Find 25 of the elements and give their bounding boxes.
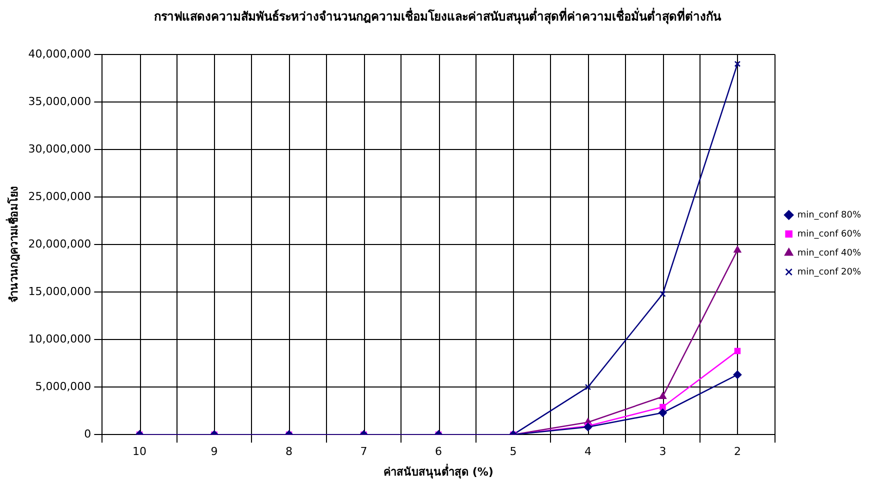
y-tick-label: 10,000,000 — [28, 332, 92, 346]
y-tick-label: 30,000,000 — [28, 142, 92, 156]
y-axis-title: จำนวนกฎความเชื่อมโยง — [5, 186, 20, 302]
y-tick-label: 25,000,000 — [28, 190, 92, 203]
legend-label: min_conf 60% — [797, 229, 862, 240]
x-axis-title: ค่าสนับสนุนต่ำสุด (%) — [384, 463, 494, 480]
legend-label: min_conf 40% — [797, 248, 862, 258]
x-tick-label: 2 — [734, 445, 741, 458]
x-tick-label: 10 — [132, 445, 147, 458]
x-tick-label: 8 — [286, 445, 293, 458]
y-tick-label: 15,000,000 — [28, 284, 92, 298]
chart-title: กราฟแสดงความสัมพันธ์ระหว่างจำนวนกฎความเชื่อมโยงและค่าสนับสนุนต่ำสุดที่ค่าความเชื่อมั่นต่ำสุดที่ต่างกัน — [154, 7, 722, 24]
legend-label: min_conf 20% — [797, 267, 862, 278]
x-tick-label: 6 — [435, 445, 442, 458]
legend-label: min_conf 80% — [797, 210, 862, 220]
y-tick-label: 40,000,000 — [28, 47, 92, 60]
x-tick-label: 3 — [659, 445, 666, 458]
y-tick-label: 5,000,000 — [35, 380, 92, 393]
x-tick-label: 5 — [510, 445, 517, 458]
x-tick-label: 7 — [360, 445, 368, 458]
x-tick-label: 4 — [584, 445, 592, 458]
y-tick-label: 0 — [84, 427, 92, 440]
y-tick-label: 35,000,000 — [28, 94, 92, 108]
x-tick-label: 9 — [210, 445, 218, 458]
y-tick-label: 20,000,000 — [28, 237, 92, 250]
